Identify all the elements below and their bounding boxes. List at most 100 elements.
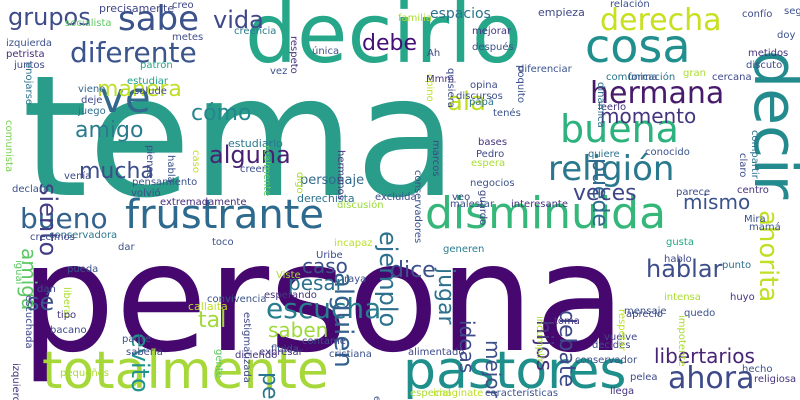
cloud-word: mejorar [472, 26, 512, 37]
cloud-word: realmente [261, 145, 272, 196]
cloud-word: dar [118, 242, 135, 253]
cloud-word: gente [213, 349, 224, 378]
cloud-word: disminuida [425, 188, 666, 239]
cloud-word: malestar [450, 199, 495, 210]
cloud-word: Mmm [426, 74, 454, 85]
cloud-word: caso [190, 150, 201, 173]
cloud-word: intensa [664, 292, 701, 303]
cloud-word: siento [34, 183, 62, 256]
cloud-word: digo [294, 172, 305, 194]
cloud-word: mensaje [624, 306, 667, 317]
cloud-word: dan [37, 284, 56, 295]
cloud-word: debe [362, 31, 417, 56]
cloud-word: extremadamente [160, 197, 247, 208]
cloud-word: religión [548, 149, 674, 189]
cloud-word: persona [20, 212, 626, 386]
cloud-word: creencia [234, 26, 276, 37]
cloud-word: buena [560, 107, 679, 151]
cloud-word: opino [424, 74, 435, 102]
cloud-word: discursos [456, 91, 503, 102]
cloud-word: ideas [455, 320, 479, 373]
cloud-word: petrista [6, 49, 45, 60]
cloud-word: compartir [749, 130, 760, 180]
cloud-word: familia [398, 13, 432, 24]
cloud-word: ala [447, 87, 486, 117]
cloud-word: parece [676, 187, 710, 198]
cloud-word: estudiar [127, 76, 169, 87]
cloud-word: comunista [3, 120, 14, 172]
cloud-word: comunicación [606, 71, 675, 83]
cloud-word: saben [268, 318, 328, 342]
cloud-word: mejor [481, 340, 505, 399]
cloud-word: opina [470, 80, 498, 91]
cloud-word: convivencia [207, 294, 266, 305]
cloud-word: metes [172, 32, 203, 43]
cloud-word: raya [344, 274, 366, 285]
cloud-word: viene [78, 84, 105, 95]
cloud-word: grupos [8, 3, 91, 31]
cloud-word: vez [270, 66, 287, 77]
cloud-word: pelea [630, 372, 658, 383]
cloud-word: juntos [13, 60, 45, 71]
cloud-word: respetar [616, 309, 627, 352]
cloud-word: guardo [477, 190, 488, 225]
cloud-word: expresar [259, 347, 304, 358]
cloud-word: contame [302, 336, 346, 347]
cloud-word: excluida [375, 192, 417, 203]
cloud-word: quiere [588, 149, 620, 160]
cloud-word: incumplir [534, 316, 545, 364]
cloud-word: alguien [328, 272, 358, 368]
cloud-word: Mira [744, 214, 766, 225]
cloud-word: metidos [748, 48, 788, 59]
cloud-word: cercana [712, 72, 752, 83]
cloud-word: declara [12, 184, 49, 195]
cloud-word: ahora [668, 361, 754, 396]
cloud-word: tenés [493, 107, 521, 119]
cloud-word: después [472, 41, 514, 53]
cloud-word: decides [592, 340, 631, 351]
cloud-word: marcos [430, 140, 441, 177]
cloud-word: cosa [585, 19, 691, 73]
cloud-word: papá [469, 96, 494, 108]
cloud-word: creo [172, 0, 194, 11]
cloud-word: imagínate [433, 387, 483, 399]
cloud-word: libertarios [654, 344, 755, 368]
cloud-word: conservadores [412, 170, 423, 243]
cloud-word: pastores [403, 341, 627, 400]
cloud-word: bacano [50, 325, 87, 336]
cloud-word: pensamiento [132, 177, 197, 188]
cloud-word: leerlo [598, 102, 626, 113]
cloud-word: diciendo [235, 350, 277, 361]
cloud-word: poquito [515, 65, 526, 103]
cloud-word: creer [240, 164, 267, 175]
cloud-word: derecha [600, 3, 722, 38]
cloud-word: cristiana [329, 349, 372, 360]
cloud-word: esperando [264, 290, 317, 301]
cloud-word: izquierdistas [10, 363, 21, 400]
cloud-word: religiosa [754, 374, 796, 385]
cloud-word: decir [740, 50, 800, 200]
cloud-word: tal [198, 308, 226, 333]
cloud-word: conocido [645, 147, 690, 158]
cloud-word: hecho [742, 364, 772, 375]
cloud-word: diferente [70, 36, 197, 69]
cloud-word: toco [212, 237, 234, 248]
cloud-word: relación [610, 0, 650, 10]
cloud-word: enojarse [23, 62, 34, 105]
cloud-word: especial [410, 388, 451, 399]
cloud-word: doy [777, 30, 795, 41]
cloud-word: características [485, 387, 558, 399]
cloud-word: discusión [337, 199, 384, 211]
cloud-word: interesante [511, 199, 568, 210]
cloud-word: llega [610, 386, 634, 397]
cloud-word: dice [390, 258, 436, 283]
cloud-word: pesar [288, 271, 345, 295]
cloud-word: decirlo [245, 0, 522, 82]
cloud-word: toma [554, 316, 580, 327]
cloud-word: ahorita [753, 210, 783, 302]
cloud-word: espacios [430, 6, 491, 22]
cloud-word: escuchada [23, 295, 34, 349]
cloud-word: incapaz [334, 238, 372, 249]
cloud-word: sabe [118, 0, 199, 39]
cloud-word: bueno [20, 202, 108, 235]
